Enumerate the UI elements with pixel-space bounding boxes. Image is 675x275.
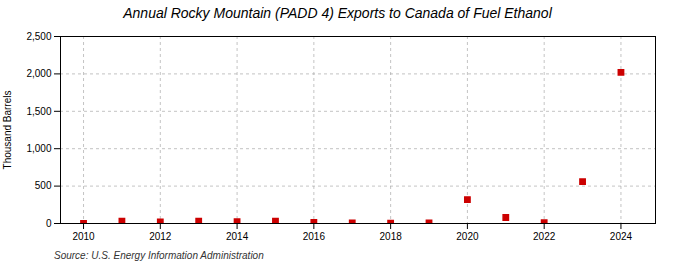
svg-text:2010: 2010 bbox=[72, 231, 95, 242]
svg-text:2020: 2020 bbox=[456, 231, 479, 242]
svg-text:2018: 2018 bbox=[380, 231, 403, 242]
svg-text:500: 500 bbox=[35, 180, 52, 191]
html-text:Source: U.S. Energy Informatio: Source: U.S. Energy Information Administ… bbox=[54, 250, 264, 261]
svg-text:2024: 2024 bbox=[610, 231, 633, 242]
svg-text:1,500: 1,500 bbox=[26, 106, 51, 117]
svg-text:2022: 2022 bbox=[533, 231, 556, 242]
svg-text:2014: 2014 bbox=[226, 231, 249, 242]
svg-text:0: 0 bbox=[46, 218, 52, 229]
svg-text:Thousand Barrels: Thousand Barrels bbox=[2, 91, 13, 170]
svg-text:2016: 2016 bbox=[303, 231, 326, 242]
html-text:Annual Rocky Mountain (PADD 4): Annual Rocky Mountain (PADD 4) Exports t… bbox=[123, 5, 552, 21]
svg-text:1,000: 1,000 bbox=[26, 143, 51, 154]
svg-text:2,000: 2,000 bbox=[26, 68, 51, 79]
svg-text:2,500: 2,500 bbox=[26, 31, 51, 42]
svg-text:2012: 2012 bbox=[149, 231, 172, 242]
